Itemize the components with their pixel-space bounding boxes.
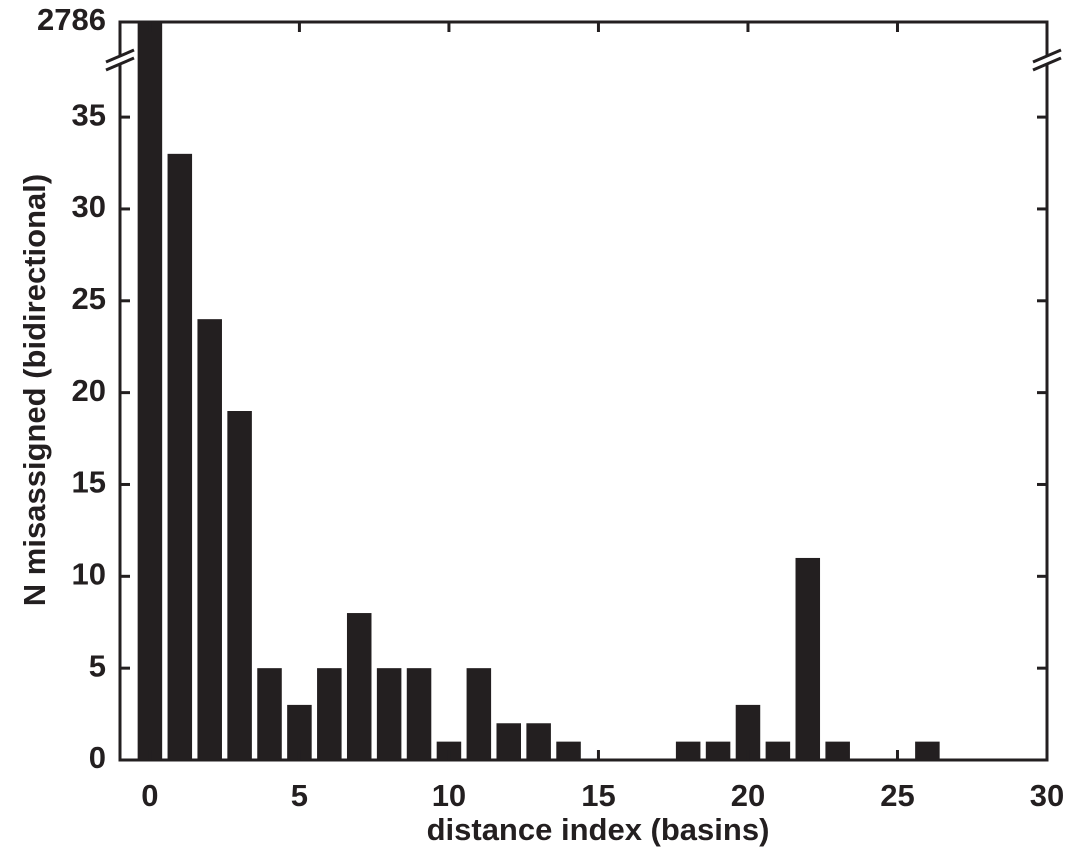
y-axis-label: N misassigned (bidirectional) — [17, 174, 52, 606]
y-tick-label: 2786 — [37, 2, 106, 37]
axis-break-gap — [1033, 56, 1061, 64]
bar — [137, 22, 163, 760]
bar — [556, 741, 581, 760]
axis-break-mark — [1032, 48, 1062, 64]
bar — [675, 741, 701, 760]
axis-break-mark — [105, 48, 135, 64]
bar — [376, 668, 402, 760]
bar — [795, 557, 821, 760]
axis-break-mark — [1032, 56, 1062, 72]
y-tick-label: 35 — [72, 97, 106, 132]
bar — [466, 668, 492, 760]
axis-break-mark — [105, 56, 135, 72]
y-tick-label: 15 — [72, 465, 106, 500]
x-axis-label: distance index (basins) — [427, 812, 770, 847]
x-tick-label: 30 — [1030, 778, 1064, 813]
x-tick-label: 10 — [432, 778, 466, 813]
bar — [765, 741, 791, 760]
y-tick-label: 10 — [72, 557, 106, 592]
x-tick-label: 25 — [880, 778, 914, 813]
x-tick-label: 5 — [291, 778, 308, 813]
y-tick-label: 5 — [89, 648, 106, 683]
bar — [197, 319, 222, 760]
bar — [227, 411, 252, 760]
x-tick-label: 15 — [581, 778, 615, 813]
bar — [915, 741, 940, 760]
axis-break-gap — [106, 56, 134, 64]
bar — [526, 723, 551, 760]
y-tick-label: 25 — [72, 281, 106, 316]
bar — [346, 613, 372, 760]
bar — [406, 668, 432, 760]
y-tick-label: 0 — [89, 740, 106, 775]
plot-frame — [118, 20, 1049, 762]
x-tick-label: 0 — [141, 778, 158, 813]
x-tick-label: 20 — [731, 778, 765, 813]
bar — [825, 741, 850, 760]
bar — [317, 668, 342, 760]
y-tick-label: 30 — [72, 189, 106, 224]
bar — [167, 153, 193, 760]
bar — [257, 668, 282, 760]
y-tick-label: 20 — [72, 373, 106, 408]
bar — [705, 741, 731, 760]
bar — [496, 723, 522, 760]
